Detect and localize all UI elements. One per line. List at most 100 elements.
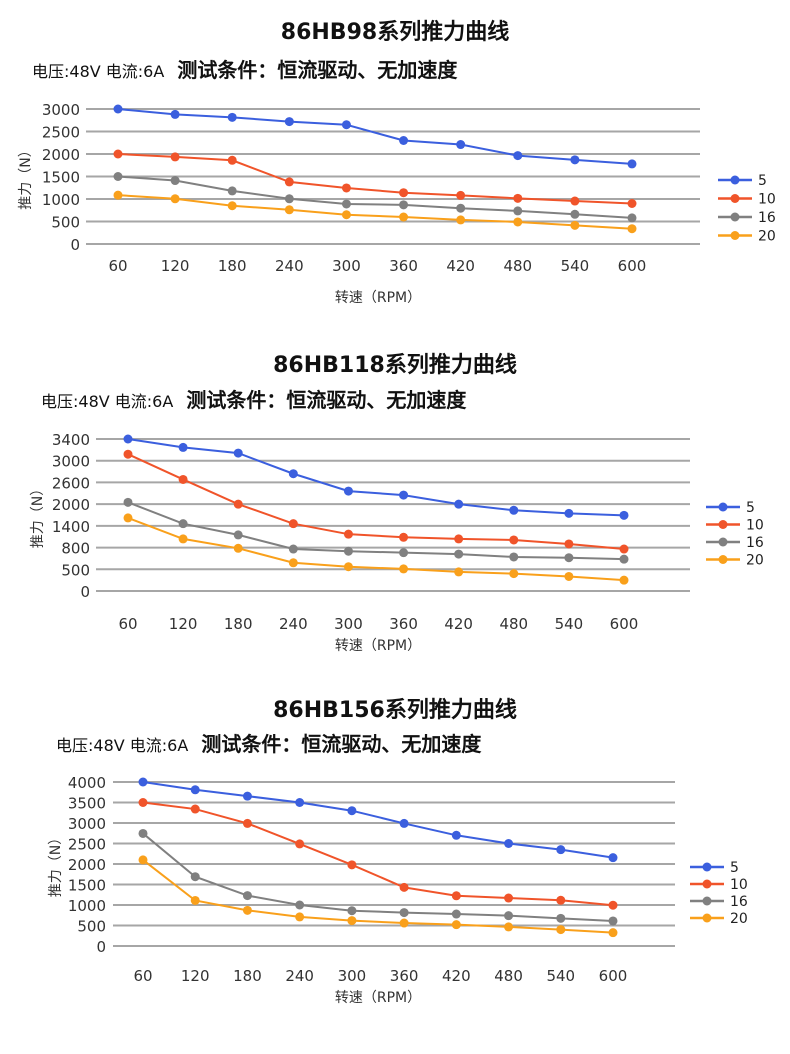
data-point bbox=[608, 900, 618, 910]
test-conditions: 测试条件：恒流驱动、无加速度 bbox=[177, 58, 458, 82]
x-tick-label: 420 bbox=[442, 967, 471, 985]
x-axis-label: 转速（RPM） bbox=[335, 638, 421, 654]
data-point bbox=[347, 860, 357, 870]
x-axis-label: 转速（RPM） bbox=[335, 990, 421, 1006]
data-point bbox=[399, 136, 409, 145]
data-point bbox=[619, 544, 629, 554]
data-point bbox=[295, 912, 305, 922]
x-tick-label: 240 bbox=[285, 967, 314, 985]
data-point bbox=[233, 530, 243, 540]
y-tick-label: 2500 bbox=[42, 124, 80, 142]
legend-label: 16 bbox=[730, 894, 748, 910]
data-point bbox=[138, 828, 148, 838]
data-point bbox=[564, 539, 574, 549]
y-tick-label: 2000 bbox=[42, 146, 80, 164]
series-line-5 bbox=[127, 438, 625, 517]
data-point bbox=[138, 798, 148, 807]
data-point bbox=[227, 112, 237, 122]
legend-marker bbox=[730, 231, 740, 240]
y-tick-label: 0 bbox=[70, 236, 80, 254]
data-point bbox=[570, 220, 580, 230]
data-point bbox=[556, 913, 566, 923]
data-point bbox=[170, 194, 180, 204]
data-point bbox=[627, 199, 637, 208]
y-tick-label: 0 bbox=[96, 938, 106, 956]
chart-panel-86hb118: 86HB118系列推力曲线 电压:48V 电流:6A 测试条件：恒流驱动、无加速… bbox=[0, 330, 790, 670]
data-point bbox=[284, 205, 294, 215]
legend-marker bbox=[718, 537, 728, 547]
data-point bbox=[627, 159, 637, 169]
y-tick-label: 1400 bbox=[52, 518, 90, 536]
x-tick-label: 540 bbox=[561, 257, 590, 275]
legend-marker bbox=[718, 502, 728, 512]
data-point bbox=[399, 908, 409, 918]
x-tick-label: 120 bbox=[169, 615, 198, 633]
x-tick-label: 480 bbox=[499, 615, 528, 633]
data-point bbox=[288, 558, 298, 568]
legend-item-16: 16 bbox=[718, 210, 776, 226]
legend-item-5: 5 bbox=[690, 860, 739, 876]
x-tick-label: 540 bbox=[555, 615, 584, 633]
data-point bbox=[608, 916, 618, 926]
legend-item-20: 20 bbox=[718, 229, 776, 245]
data-point bbox=[556, 925, 566, 935]
legend-label: 20 bbox=[746, 553, 764, 569]
y-tick-label: 2500 bbox=[68, 836, 106, 854]
data-point bbox=[451, 920, 461, 930]
data-point bbox=[399, 918, 409, 928]
legend-marker bbox=[730, 175, 740, 185]
x-tick-label: 420 bbox=[446, 257, 475, 275]
x-tick-label: 60 bbox=[118, 615, 137, 633]
legend-marker bbox=[730, 194, 740, 203]
legend-marker bbox=[718, 555, 728, 564]
chart-panel-86hb98: 86HB98系列推力曲线 电压:48V 电流:6A 测试条件：恒流驱动、无加速度… bbox=[0, 0, 790, 320]
series-line-20 bbox=[142, 859, 614, 934]
y-axis-label: 推力（N） bbox=[18, 143, 34, 209]
legend-item-16: 16 bbox=[690, 894, 748, 910]
legend-label: 5 bbox=[730, 860, 739, 876]
chart-subtitle: 电压:48V 电流:6A 测试条件：恒流驱动、无加速度 bbox=[32, 54, 457, 83]
y-tick-label: 3500 bbox=[68, 795, 106, 813]
data-point bbox=[113, 190, 123, 200]
data-point bbox=[347, 806, 357, 816]
data-point bbox=[233, 448, 243, 458]
data-point bbox=[513, 193, 523, 203]
data-point bbox=[113, 172, 123, 181]
data-point bbox=[399, 490, 409, 500]
data-point bbox=[242, 791, 252, 801]
legend-label: 16 bbox=[758, 210, 776, 226]
data-point bbox=[399, 882, 409, 892]
test-params: 电压:48V 电流:6A bbox=[56, 736, 189, 755]
data-point bbox=[123, 449, 133, 459]
x-tick-label: 420 bbox=[444, 615, 473, 633]
y-tick-label: 500 bbox=[77, 918, 106, 936]
legend-label: 20 bbox=[758, 229, 776, 245]
series-line-10 bbox=[142, 801, 614, 907]
y-tick-label: 500 bbox=[61, 561, 90, 579]
data-point bbox=[504, 893, 514, 903]
chart-title: 86HB156系列推力曲线 bbox=[273, 698, 517, 723]
data-point bbox=[242, 905, 252, 915]
x-tick-label: 120 bbox=[161, 257, 190, 275]
data-point bbox=[190, 785, 200, 795]
x-tick-label: 60 bbox=[108, 257, 127, 275]
x-tick-label: 240 bbox=[275, 257, 304, 275]
data-point bbox=[509, 535, 519, 545]
legend-label: 20 bbox=[730, 911, 748, 927]
legend-marker bbox=[702, 896, 712, 906]
data-point bbox=[456, 203, 466, 213]
data-point bbox=[399, 532, 409, 542]
data-point bbox=[513, 217, 523, 227]
x-tick-label: 360 bbox=[389, 257, 418, 275]
data-point bbox=[627, 213, 637, 223]
data-point bbox=[178, 474, 188, 484]
legend-item-5: 5 bbox=[718, 173, 767, 189]
data-point bbox=[513, 206, 523, 216]
data-point bbox=[608, 853, 618, 863]
y-tick-label: 800 bbox=[61, 540, 90, 558]
data-point bbox=[454, 549, 464, 559]
data-point bbox=[399, 548, 409, 558]
data-point bbox=[451, 909, 461, 919]
y-tick-label: 4000 bbox=[68, 774, 106, 792]
data-point bbox=[456, 190, 466, 200]
